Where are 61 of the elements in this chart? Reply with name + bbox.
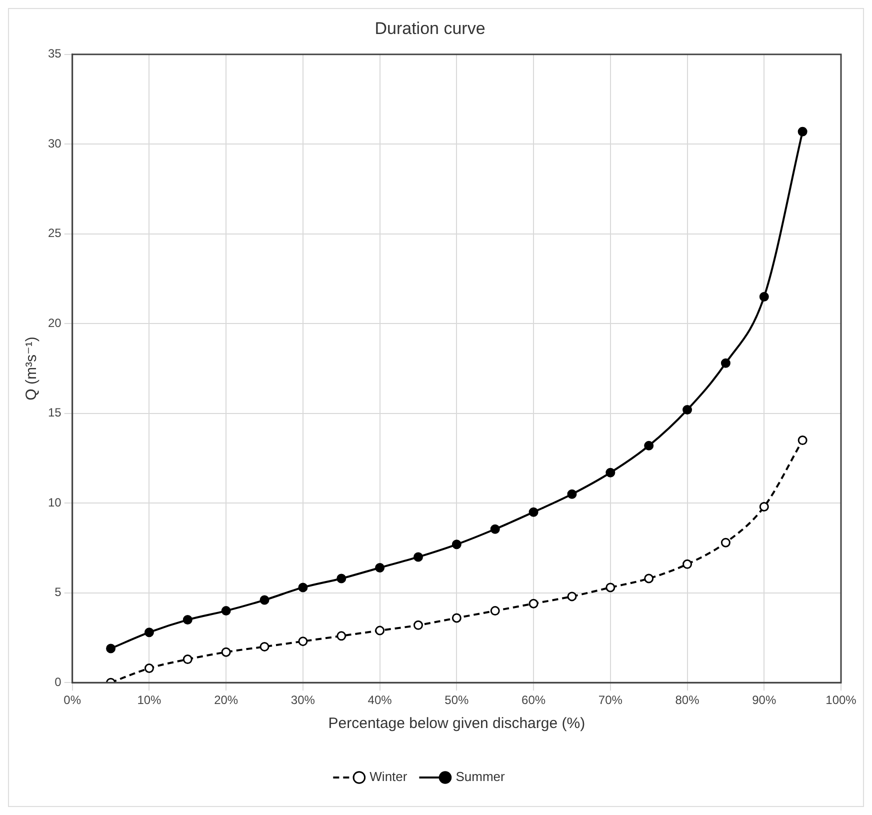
point	[606, 468, 616, 478]
x-tick-label: 10%	[137, 693, 162, 708]
chart-title: Duration curve	[374, 18, 486, 38]
point	[682, 559, 692, 569]
y-axis-title: Q (m³s⁻¹)	[23, 336, 40, 400]
y-tick-label: 15	[48, 406, 62, 420]
x-tick-label: 70%	[598, 693, 623, 708]
x-tick-label: 40%	[368, 693, 392, 708]
point	[336, 631, 346, 641]
point	[490, 606, 500, 616]
y-tick-label: 0	[54, 674, 62, 689]
point	[528, 507, 538, 517]
point	[452, 613, 462, 623]
x-tick-label: 100%	[826, 693, 857, 708]
x-tick-label: 30%	[290, 693, 316, 708]
point	[490, 524, 500, 534]
point	[413, 552, 423, 562]
point	[221, 647, 231, 657]
point	[144, 663, 154, 673]
point	[298, 582, 308, 592]
point	[182, 654, 192, 664]
point	[720, 538, 730, 548]
point	[452, 540, 462, 550]
point	[221, 606, 231, 616]
point	[644, 574, 654, 584]
point	[106, 644, 116, 654]
point	[182, 615, 192, 625]
point	[375, 562, 385, 572]
y-tick-label: 5	[54, 585, 62, 600]
point	[528, 598, 538, 608]
point	[798, 126, 808, 136]
point	[375, 626, 385, 636]
point	[644, 440, 654, 450]
y-tick-label: 10	[48, 495, 62, 510]
x-tick-label: 0%	[64, 693, 82, 708]
y-tick-label: 25	[48, 226, 62, 240]
x-tick-label: 20%	[214, 693, 238, 708]
point	[144, 628, 154, 638]
point	[682, 405, 692, 415]
point	[759, 502, 769, 512]
legend-label: Winter	[370, 769, 408, 784]
point	[567, 489, 577, 499]
legend-label: Summer	[456, 769, 506, 784]
point	[336, 574, 346, 584]
x-axis-title: Percentage below given discharge (%)	[328, 715, 586, 732]
point	[298, 636, 308, 646]
y-tick-label: 30	[48, 136, 62, 150]
point	[798, 436, 808, 446]
x-tick-label: 50%	[444, 693, 470, 708]
x-tick-label: 80%	[675, 693, 700, 708]
x-tick-label: 90%	[752, 693, 776, 708]
point	[759, 292, 769, 302]
point	[260, 595, 270, 605]
x-tick-label: 60%	[522, 693, 546, 708]
y-tick-label: 35	[48, 46, 62, 61]
point	[413, 620, 423, 630]
point	[567, 592, 577, 602]
point	[260, 642, 270, 652]
point	[720, 358, 730, 368]
y-tick-label: 20	[48, 316, 62, 330]
point	[606, 582, 616, 592]
